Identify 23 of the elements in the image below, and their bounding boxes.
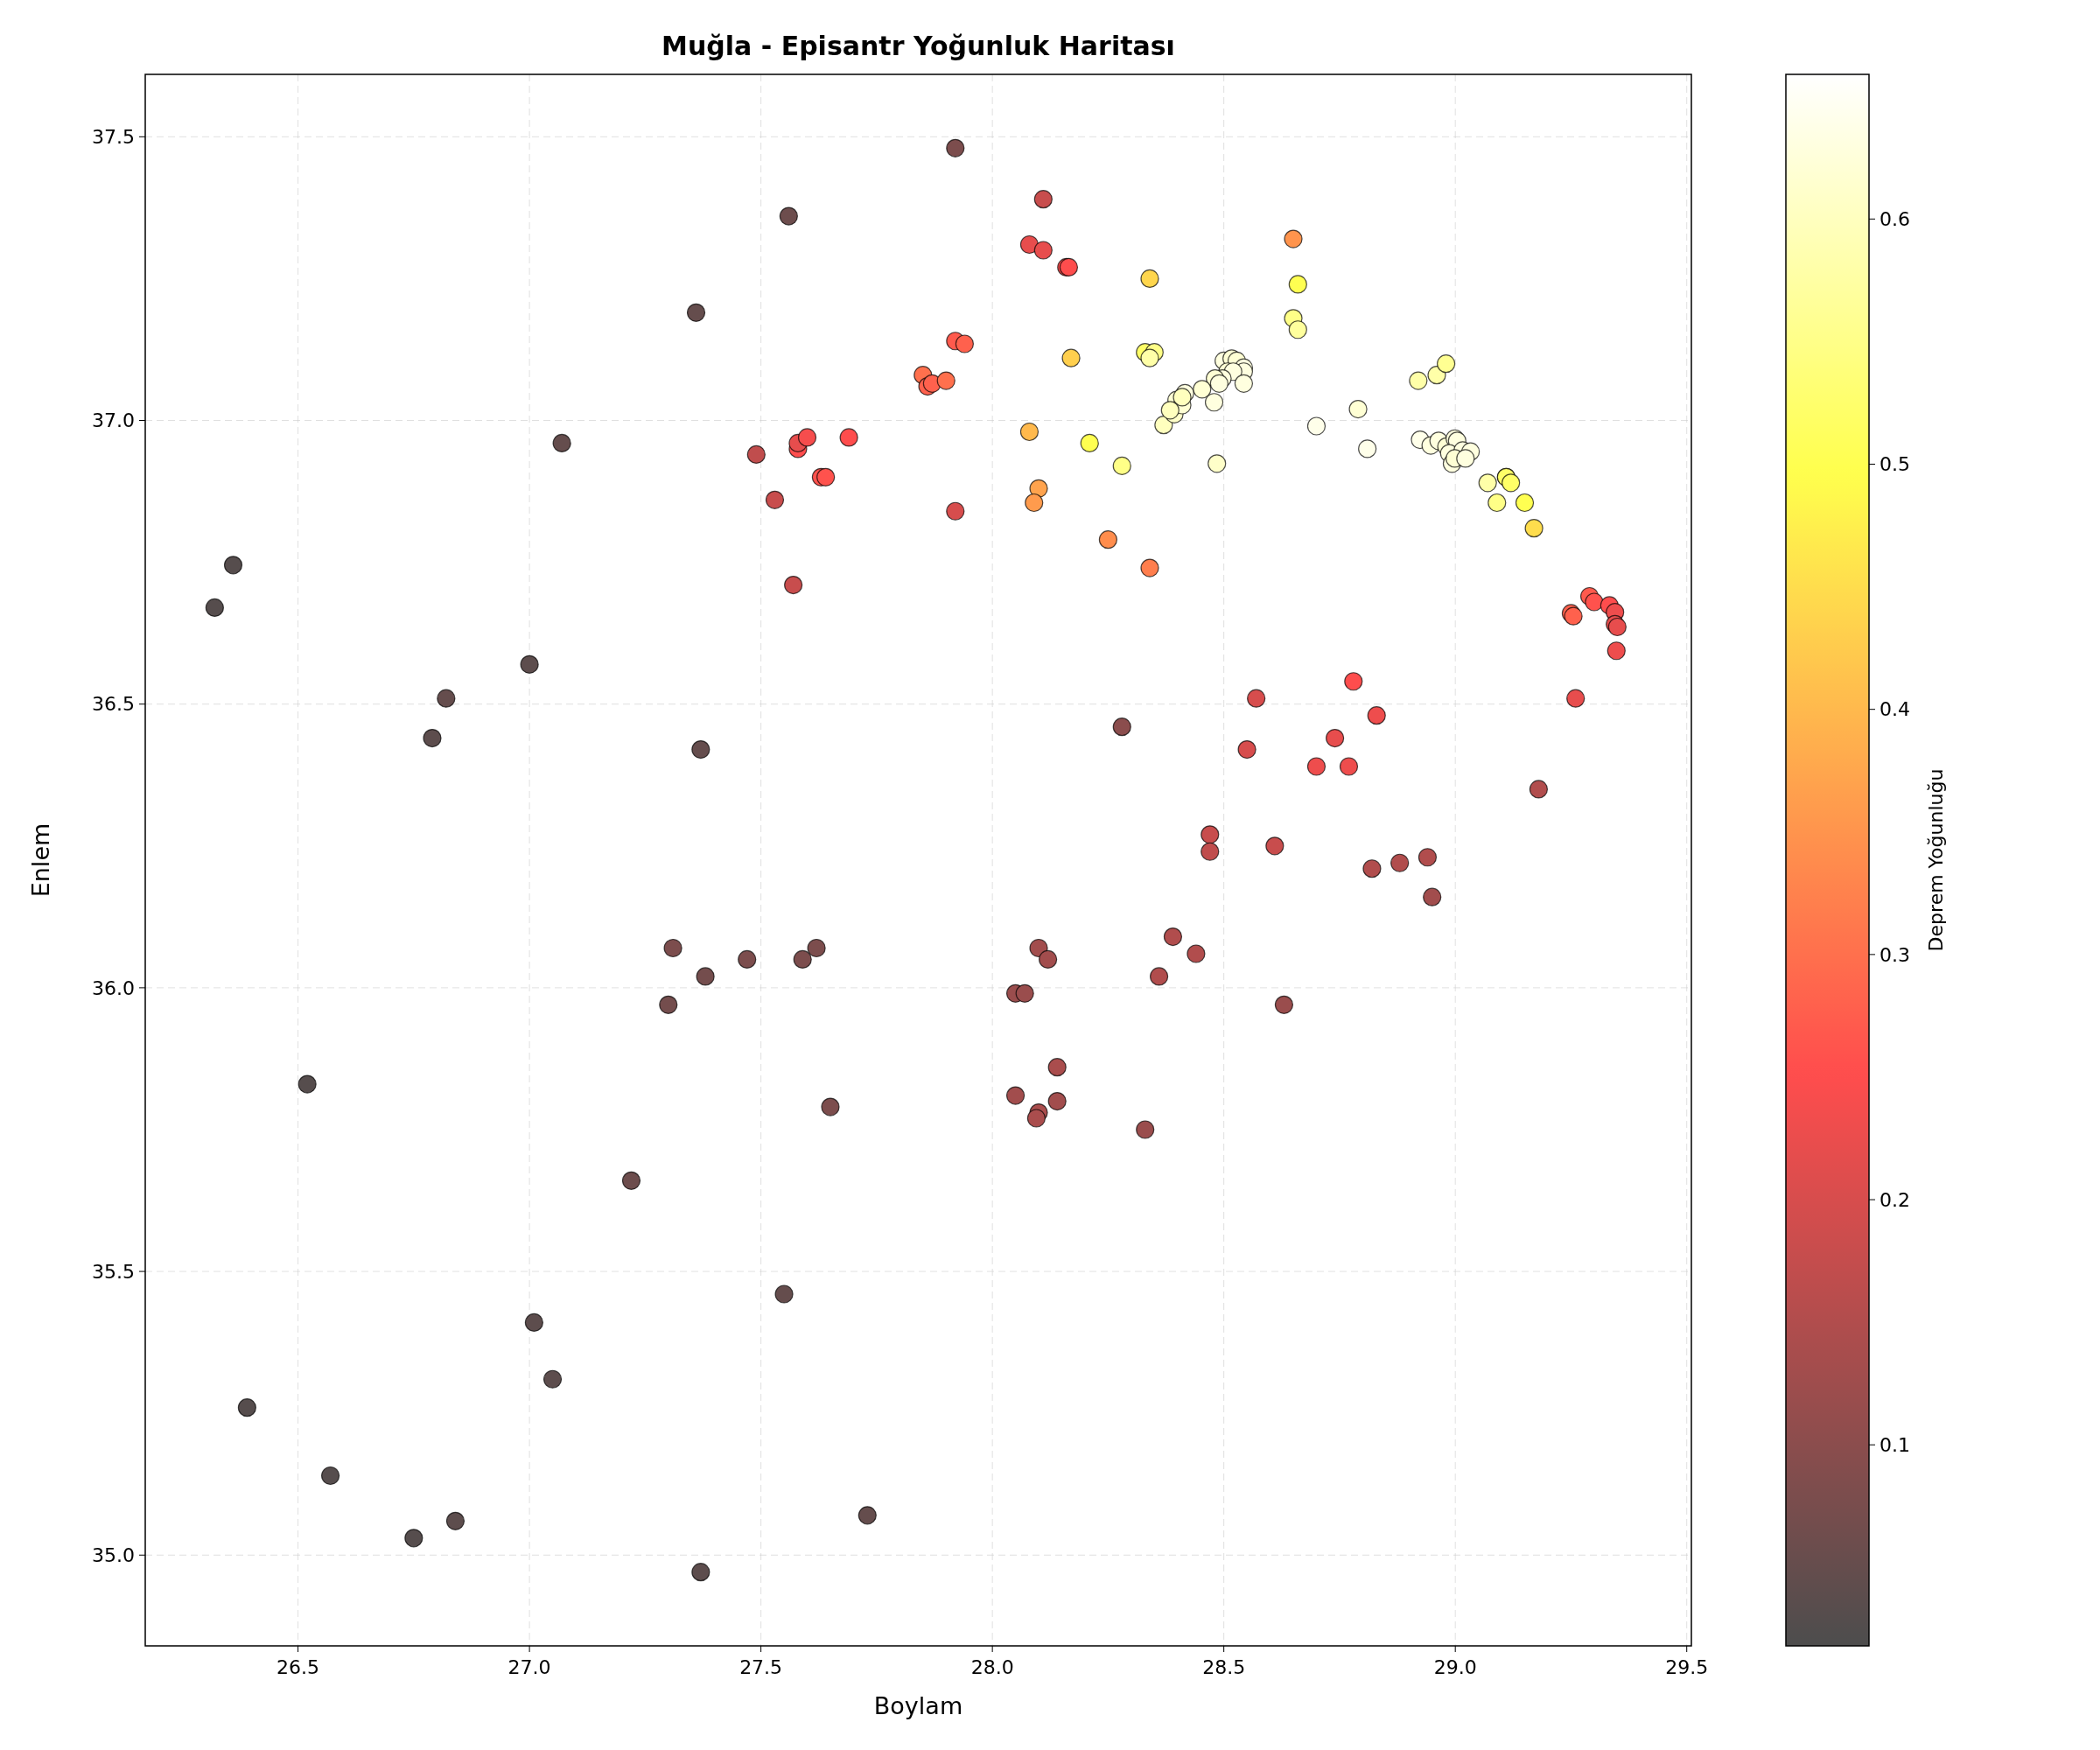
y-axis-title: Enlem xyxy=(27,822,54,898)
color-bar-title: Deprem Yoğunluğu xyxy=(1925,768,1947,952)
x-tick-label: 28.0 xyxy=(970,1656,1014,1678)
y-tick-label: 35.5 xyxy=(92,1260,135,1283)
x-tick-label: 27.0 xyxy=(508,1656,551,1678)
y-tick-label: 37.0 xyxy=(92,410,135,432)
x-axis-title: Boylam xyxy=(873,1692,963,1719)
color-bar-label: 0.5 xyxy=(1880,453,1910,476)
color-bar-label: 0.6 xyxy=(1880,208,1910,231)
y-tick-label: 36.0 xyxy=(92,976,135,999)
color-bar-label: 0.1 xyxy=(1880,1433,1910,1456)
color-bar-label: 0.2 xyxy=(1880,1188,1910,1211)
x-tick-label: 27.5 xyxy=(739,1656,783,1678)
color-bar-label: 0.3 xyxy=(1880,943,1910,966)
y-tick-label: 37.5 xyxy=(92,126,135,149)
x-tick-label: 29.0 xyxy=(1433,1656,1477,1678)
x-tick-label: 28.5 xyxy=(1202,1656,1246,1678)
y-tick-label: 36.5 xyxy=(92,693,135,716)
y-tick-label: 35.0 xyxy=(92,1544,135,1566)
color-bar-label: 0.4 xyxy=(1880,698,1910,721)
chart-title: Muğla - Episantr Yoğunluk Haritası xyxy=(662,31,1175,61)
x-tick-label: 26.5 xyxy=(276,1656,320,1678)
x-tick-label: 29.5 xyxy=(1665,1656,1709,1678)
